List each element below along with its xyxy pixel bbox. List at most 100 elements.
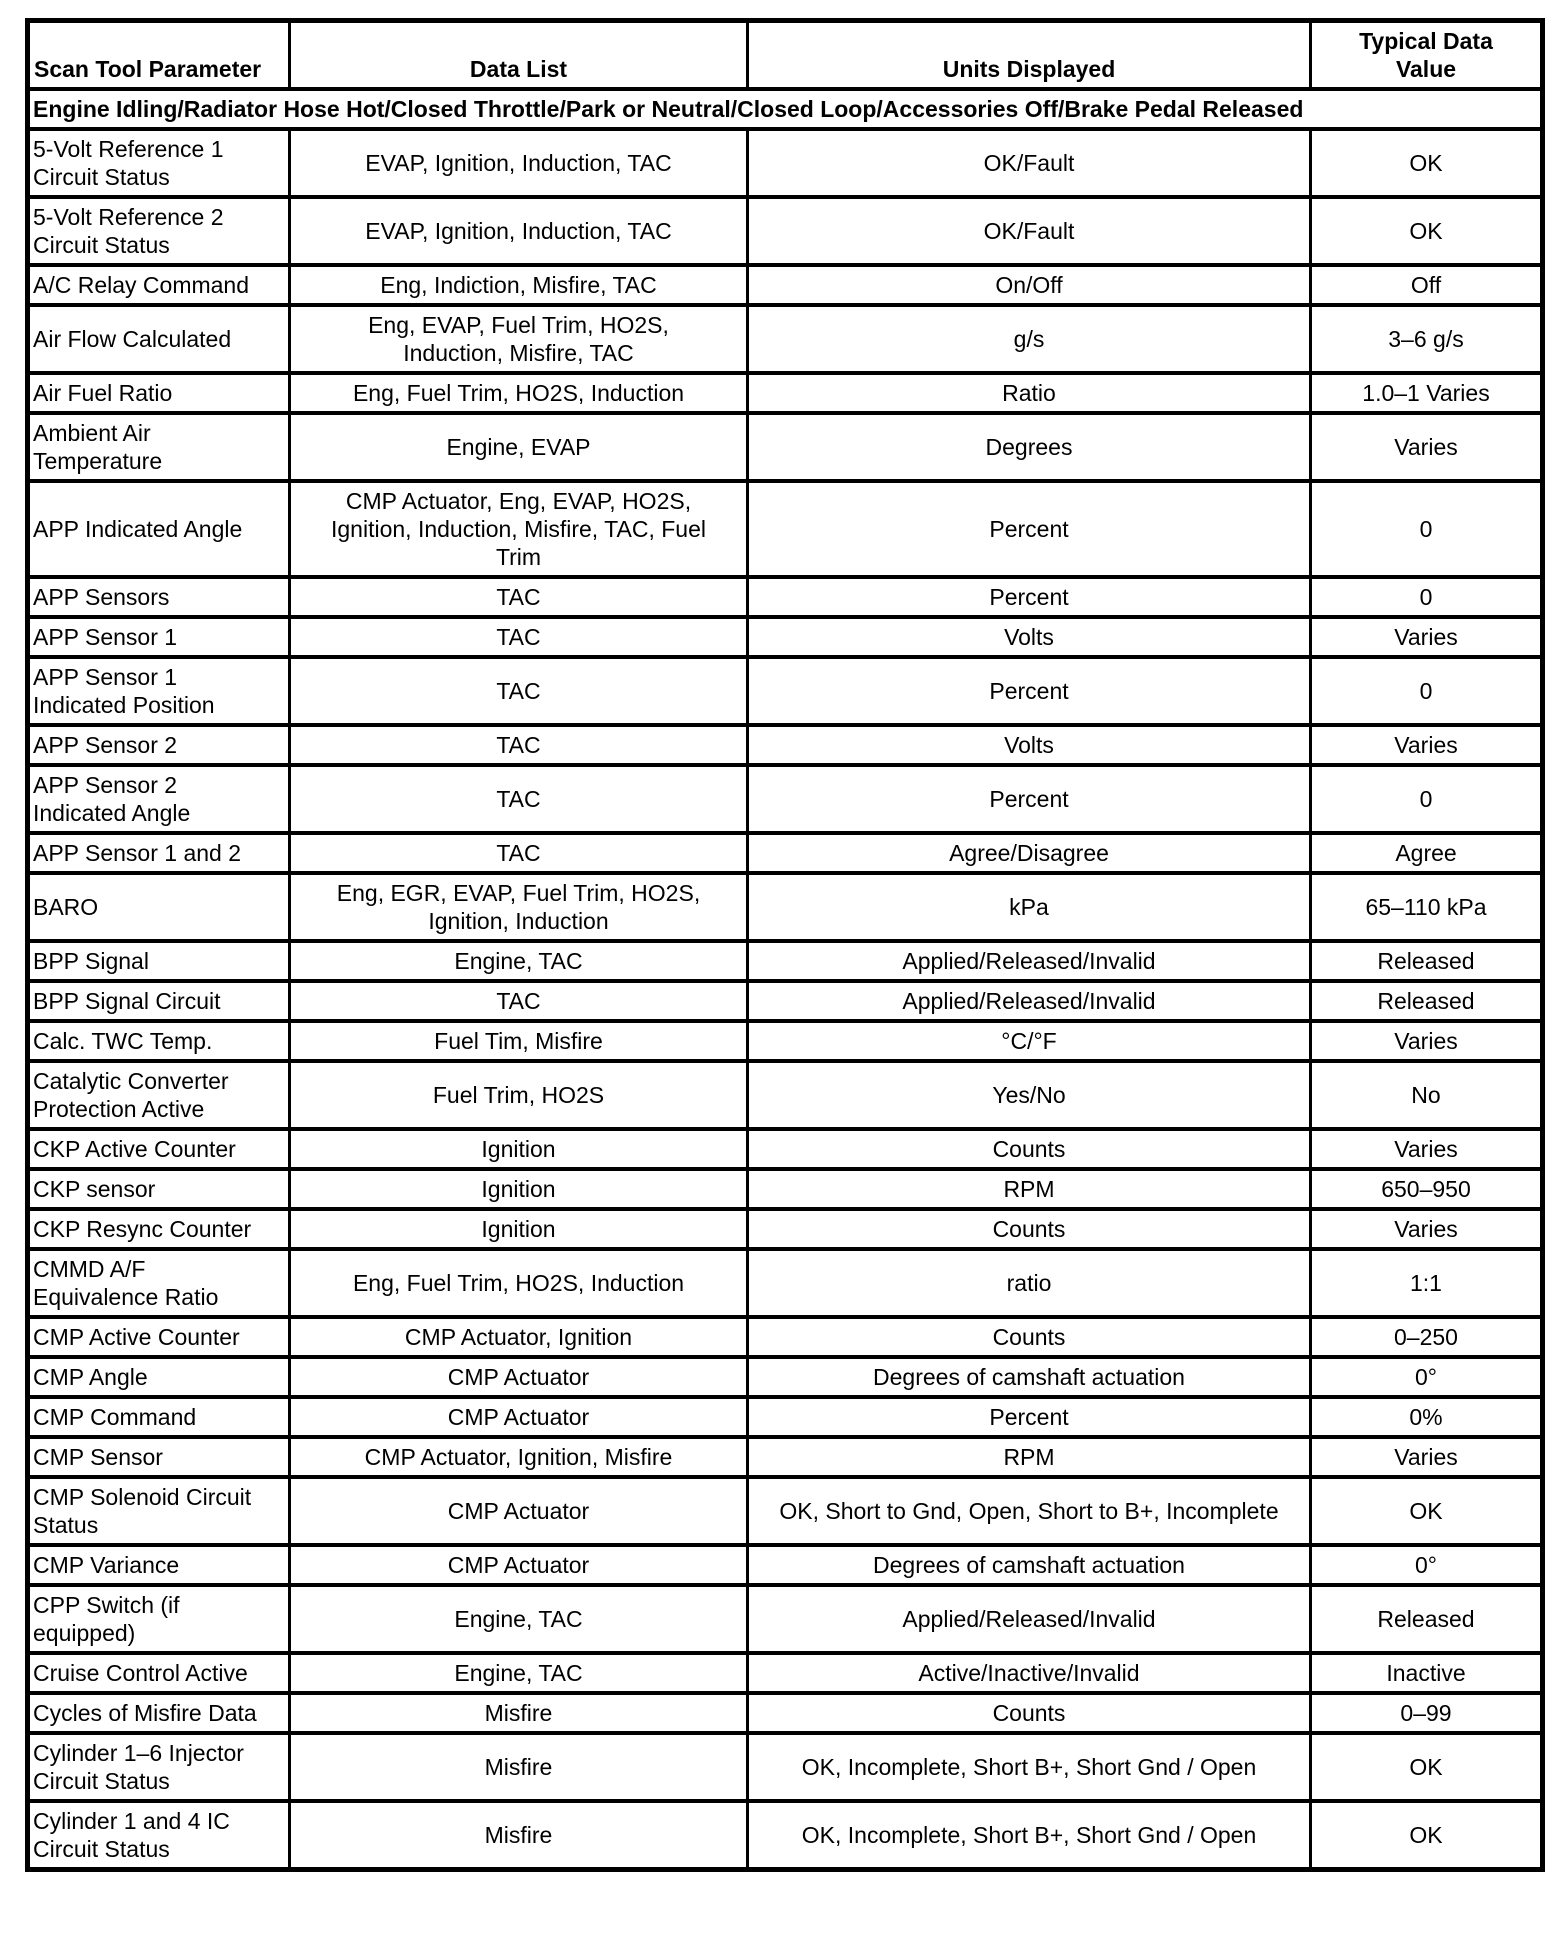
header-scan-tool-parameter: Scan Tool Parameter [26, 18, 291, 91]
data-list-cell: CMP Actuator [288, 1355, 749, 1399]
units-cell: OK, Short to Gnd, Open, Short to B+, Inc… [746, 1475, 1312, 1547]
data-list-cell: Engine, EVAP [288, 411, 749, 483]
parameter-cell: Air Flow Calculated [26, 303, 291, 375]
parameter-cell: BPP Signal [26, 939, 291, 983]
parameter-cell: BPP Signal Circuit [26, 979, 291, 1023]
data-list-cell: Eng, EGR, EVAP, Fuel Trim, HO2S, Ignitio… [288, 871, 749, 943]
data-list-cell: TAC [288, 723, 749, 767]
parameter-cell: CMP Sensor [26, 1435, 291, 1479]
units-cell: Counts [746, 1315, 1312, 1359]
typical-value-cell: 1:1 [1309, 1247, 1544, 1319]
units-cell: Degrees of camshaft actuation [746, 1543, 1312, 1587]
section-row: Engine Idling/Radiator Hose Hot/Closed T… [26, 87, 1544, 131]
typical-value-cell: No [1309, 1059, 1544, 1131]
table-row: Cruise Control Active Engine, TAC Active/I… [26, 1651, 1544, 1695]
data-list-cell: CMP Actuator, Ignition, Misfire [288, 1435, 749, 1479]
parameter-cell: APP Sensor 2 [26, 723, 291, 767]
parameter-cell: APP Sensor 1 [26, 615, 291, 659]
parameter-cell: Air Fuel Ratio [26, 371, 291, 415]
typical-value-cell: 3–6 g/s [1309, 303, 1544, 375]
typical-value-cell: Varies [1309, 1207, 1544, 1251]
table-row: CKP Active Counter Ignition Counts Varies [26, 1127, 1544, 1171]
typical-value-cell: Varies [1309, 411, 1544, 483]
typical-value-cell: 650–950 [1309, 1167, 1544, 1211]
data-list-cell: Eng, Fuel Trim, HO2S, Induction [288, 371, 749, 415]
parameter-cell: CMP Variance [26, 1543, 291, 1587]
data-list-cell: Eng, Indiction, Misfire, TAC [288, 263, 749, 307]
data-list-cell: Misfire [288, 1691, 749, 1735]
table-row: APP Sensor 1 TAC Volts Varies [26, 615, 1544, 659]
data-list-cell: Engine, TAC [288, 939, 749, 983]
parameter-cell: CPP Switch (if equipped) [26, 1583, 291, 1655]
data-list-cell: CMP Actuator [288, 1543, 749, 1587]
table-row: CMP Solenoid Circuit Status CMP Actuator O… [26, 1475, 1544, 1547]
data-list-cell: Misfire [288, 1799, 749, 1872]
units-cell: Volts [746, 723, 1312, 767]
typical-value-cell: 0–99 [1309, 1691, 1544, 1735]
data-list-cell: Fuel Tim, Misfire [288, 1019, 749, 1063]
data-list-cell: TAC [288, 655, 749, 727]
units-cell: Volts [746, 615, 1312, 659]
parameter-cell: 5-Volt Reference 2 Circuit Status [26, 195, 291, 267]
parameter-cell: Cruise Control Active [26, 1651, 291, 1695]
units-cell: RPM [746, 1435, 1312, 1479]
data-list-cell: Eng, Fuel Trim, HO2S, Induction [288, 1247, 749, 1319]
typical-value-cell: 0° [1309, 1355, 1544, 1399]
units-cell: Counts [746, 1207, 1312, 1251]
parameter-cell: APP Sensor 1 and 2 [26, 831, 291, 875]
data-list-cell: EVAP, Ignition, Induction, TAC [288, 195, 749, 267]
data-list-cell: Ignition [288, 1207, 749, 1251]
data-list-cell: TAC [288, 831, 749, 875]
table-row: BARO Eng, EGR, EVAP, Fuel Trim, HO2S, Ign… [26, 871, 1544, 943]
parameter-cell: Calc. TWC Temp. [26, 1019, 291, 1063]
table-row: CPP Switch (if equipped) Engine, TAC Appli… [26, 1583, 1544, 1655]
parameter-cell: CMP Solenoid Circuit Status [26, 1475, 291, 1547]
header-typical-data-value: Typical Data Value [1309, 18, 1544, 91]
units-cell: RPM [746, 1167, 1312, 1211]
units-cell: kPa [746, 871, 1312, 943]
typical-value-cell: 0 [1309, 575, 1544, 619]
data-list-cell: Ignition [288, 1127, 749, 1171]
parameter-cell: CMP Angle [26, 1355, 291, 1399]
typical-value-cell: 0° [1309, 1543, 1544, 1587]
units-cell: Agree/Disagree [746, 831, 1312, 875]
parameter-cell: CKP Resync Counter [26, 1207, 291, 1251]
units-cell: Applied/Released/Invalid [746, 1583, 1312, 1655]
table-row: CMP Angle CMP Actuator Degrees of camshaft… [26, 1355, 1544, 1399]
table-row: Calc. TWC Temp. Fuel Tim, Misfire °C/°F Var… [26, 1019, 1544, 1063]
typical-value-cell: OK [1309, 1475, 1544, 1547]
units-cell: Applied/Released/Invalid [746, 979, 1312, 1023]
data-list-cell: CMP Actuator [288, 1475, 749, 1547]
typical-value-cell: Agree [1309, 831, 1544, 875]
typical-value-cell: Released [1309, 939, 1544, 983]
table-row: BPP Signal Engine, TAC Applied/Released/In… [26, 939, 1544, 983]
typical-value-cell: Varies [1309, 1127, 1544, 1171]
parameter-cell: APP Indicated Angle [26, 479, 291, 579]
table-row: CMMD A/F Equivalence Ratio Eng, Fuel Trim… [26, 1247, 1544, 1319]
units-cell: Applied/Released/Invalid [746, 939, 1312, 983]
typical-value-cell: Inactive [1309, 1651, 1544, 1695]
typical-value-cell: Varies [1309, 1435, 1544, 1479]
typical-value-cell: 65–110 kPa [1309, 871, 1544, 943]
parameter-cell: APP Sensor 1 Indicated Position [26, 655, 291, 727]
units-cell: Counts [746, 1127, 1312, 1171]
typical-value-cell: 0% [1309, 1395, 1544, 1439]
units-cell: ratio [746, 1247, 1312, 1319]
units-cell: Percent [746, 479, 1312, 579]
table-row: APP Sensor 1 Indicated Position TAC Percen… [26, 655, 1544, 727]
typical-value-cell: 0 [1309, 479, 1544, 579]
table-row: Ambient Air Temperature Engine, EVAP Degre… [26, 411, 1544, 483]
section-conditions: Engine Idling/Radiator Hose Hot/Closed T… [26, 87, 1544, 131]
table-row: APP Indicated Angle CMP Actuator, Eng, EV… [26, 479, 1544, 579]
parameter-cell: CKP Active Counter [26, 1127, 291, 1171]
typical-value-cell: Released [1309, 979, 1544, 1023]
parameter-cell: Ambient Air Temperature [26, 411, 291, 483]
header-row: Scan Tool Parameter Data List Units Disp… [26, 18, 1544, 91]
table-row: Catalytic Converter Protection Active Fue… [26, 1059, 1544, 1131]
data-list-cell: CMP Actuator, Ignition [288, 1315, 749, 1359]
parameter-cell: Cycles of Misfire Data [26, 1691, 291, 1735]
units-cell: OK, Incomplete, Short B+, Short Gnd / Op… [746, 1731, 1312, 1803]
table-row: APP Sensor 1 and 2 TAC Agree/Disagree Agree [26, 831, 1544, 875]
parameter-cell: CMP Active Counter [26, 1315, 291, 1359]
data-list-cell: Fuel Trim, HO2S [288, 1059, 749, 1131]
